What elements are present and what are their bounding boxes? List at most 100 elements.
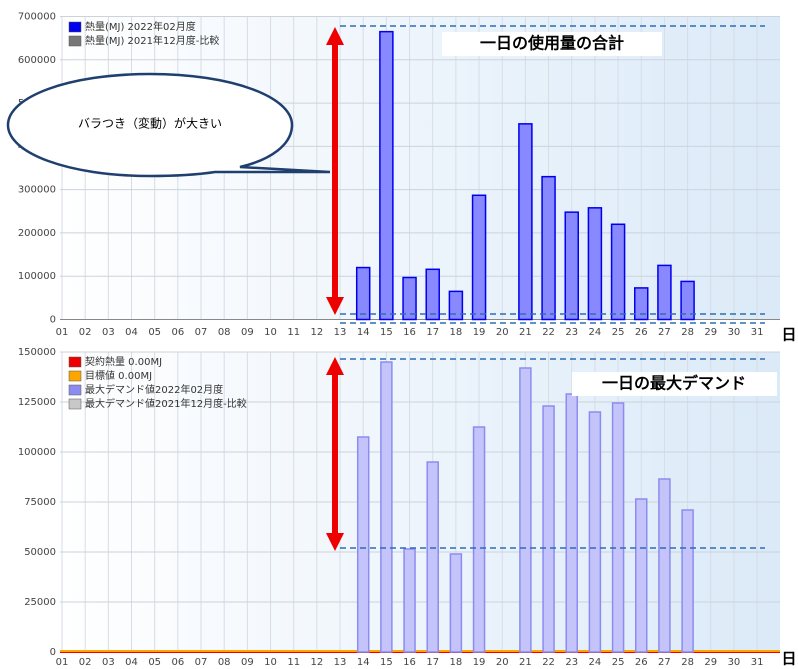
x-tick-label: 18 (450, 657, 463, 668)
legend-label: 最大デマンド値2021年12月度-比較 (85, 397, 247, 410)
legend-label: 熱量(MJ) 2022年02月度 (85, 20, 196, 33)
x-tick-label: 24 (589, 657, 602, 668)
x-tick-label: 19 (473, 657, 486, 668)
bar (379, 30, 394, 321)
y-tick-label: 700000 (18, 12, 56, 23)
x-tick-label: 04 (125, 327, 138, 338)
y-tick-label: 300000 (18, 185, 56, 196)
legend-swatch (68, 35, 82, 47)
bar (403, 548, 416, 653)
x-tick-label: 22 (542, 327, 555, 338)
x-tick-label: 27 (658, 327, 671, 338)
x-tick-label: 21 (519, 327, 532, 338)
chart-title: 一日の使用量の合計 (480, 34, 624, 53)
x-tick-label: 14 (357, 327, 370, 338)
legend-swatch (68, 356, 82, 368)
bar (518, 123, 533, 321)
x-tick-label: 23 (565, 657, 578, 668)
x-tick-label: 08 (218, 657, 231, 668)
x-tick-label: 23 (565, 327, 578, 338)
bar (449, 553, 463, 653)
bar (355, 266, 371, 321)
bar (380, 361, 393, 653)
x-tick-label: 19 (473, 327, 486, 338)
x-tick-label: 29 (704, 327, 717, 338)
bar (681, 509, 694, 653)
x-tick-label: 18 (450, 327, 463, 338)
x-tick-label: 17 (426, 657, 439, 668)
y-tick-label: 200000 (18, 228, 56, 239)
x-tick-label: 02 (79, 327, 92, 338)
x-tick-label: 26 (635, 327, 648, 338)
x-tick-label: 16 (403, 657, 416, 668)
legend-label: 熱量(MJ) 2021年12月度-比較 (85, 34, 219, 47)
x-tick-label: 10 (264, 327, 277, 338)
x-tick-label: 04 (125, 657, 138, 668)
bar (471, 194, 487, 321)
x-tick-label: 17 (426, 327, 439, 338)
bar (542, 405, 555, 653)
x-axis-label: 日 (781, 650, 796, 668)
y-tick-label: 125000 (18, 397, 56, 408)
x-tick-label: 13 (334, 327, 347, 338)
x-tick-label: 15 (380, 327, 393, 338)
x-tick-label: 05 (148, 657, 161, 668)
title-bg (442, 32, 662, 56)
chart-title: 一日の最大デマンド (602, 374, 746, 393)
x-tick-label: 06 (171, 327, 184, 338)
bar (564, 211, 579, 321)
title-bg (572, 372, 777, 396)
bar (587, 207, 603, 321)
bar (657, 264, 672, 321)
bar (635, 498, 648, 653)
x-tick-label: 01 (56, 327, 69, 338)
x-tick-label: 29 (704, 657, 717, 668)
x-tick-label: 25 (612, 327, 625, 338)
y-tick-label: 100000 (18, 447, 56, 458)
legend-label: 目標値 0.00MJ (85, 369, 152, 382)
x-tick-label: 16 (403, 327, 416, 338)
x-tick-label: 20 (496, 327, 509, 338)
x-tick-label: 03 (102, 657, 115, 668)
legend-swatch (68, 398, 82, 410)
x-tick-label: 05 (148, 327, 161, 338)
legend-label: 最大デマンド値2022年02月度 (85, 383, 223, 396)
x-tick-label: 11 (287, 657, 300, 668)
x-tick-label: 25 (612, 657, 625, 668)
x-tick-label: 09 (241, 657, 254, 668)
legend-swatch (68, 370, 82, 382)
x-axis-label: 日 (781, 326, 796, 344)
x-tick-label: 03 (102, 327, 115, 338)
bar (565, 393, 578, 653)
x-tick-label: 07 (195, 327, 208, 338)
bar (472, 426, 486, 653)
x-tick-label: 08 (218, 327, 231, 338)
y-tick-label: 0 (50, 315, 56, 326)
legend-swatch (68, 21, 82, 33)
x-tick-label: 31 (751, 327, 764, 338)
x-tick-label: 09 (241, 327, 254, 338)
x-tick-label: 13 (334, 657, 347, 668)
legend-label: 契約熱量 0.00MJ (85, 355, 162, 368)
x-tick-label: 10 (264, 657, 277, 668)
x-tick-label: 21 (519, 657, 532, 668)
y-tick-label: 50000 (24, 547, 56, 558)
x-tick-label: 12 (311, 657, 324, 668)
x-tick-label: 01 (56, 657, 69, 668)
bar (402, 276, 417, 321)
bar (426, 461, 439, 653)
bar (448, 290, 464, 321)
y-tick-label: 150000 (18, 347, 56, 358)
bar (588, 411, 602, 653)
x-tick-label: 28 (681, 657, 694, 668)
callout-bubble (6, 72, 331, 178)
bar (541, 175, 556, 321)
y-tick-label: 600000 (18, 55, 56, 66)
y-tick-label: 100000 (18, 271, 56, 282)
y-tick-label: 25000 (24, 597, 56, 608)
annotations (340, 25, 765, 549)
x-tick-label: 06 (171, 657, 184, 668)
x-tick-label: 14 (357, 657, 370, 668)
bar (356, 436, 370, 653)
